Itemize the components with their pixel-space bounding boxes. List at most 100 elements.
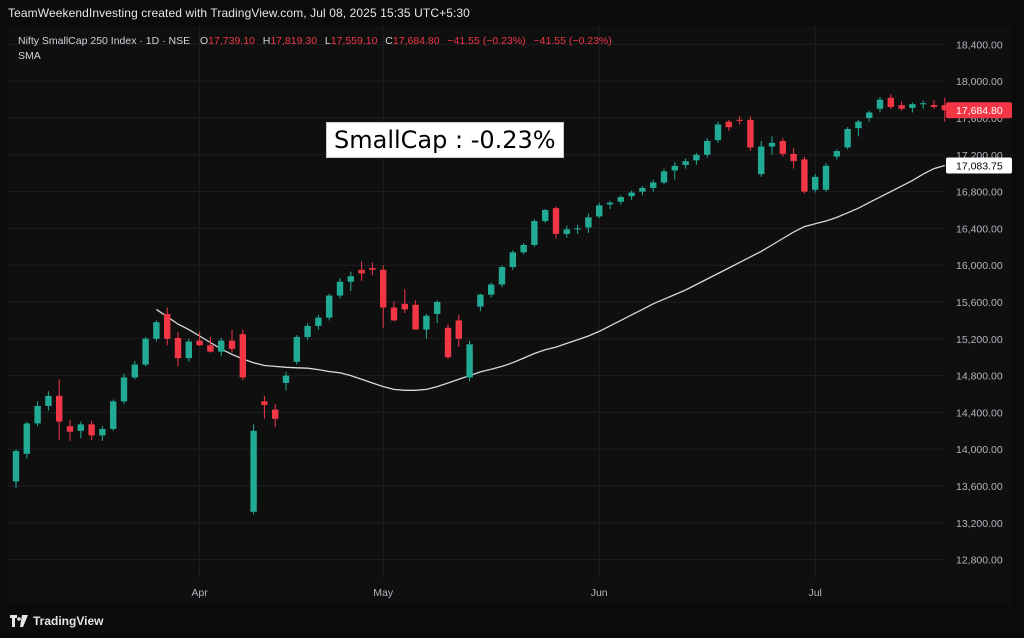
- candle-body: [833, 151, 840, 157]
- candle-body: [779, 141, 786, 154]
- x-tick-label: Jul: [808, 587, 821, 599]
- candle-body: [930, 105, 938, 107]
- candle-body: [390, 307, 398, 321]
- candle-body: [596, 205, 603, 217]
- candle-body: [153, 322, 160, 339]
- candle-body: [45, 395, 52, 406]
- close-label: C: [385, 35, 393, 47]
- candle-body: [520, 244, 527, 253]
- low-label: L: [324, 35, 331, 47]
- candle-body: [574, 228, 581, 230]
- price-label-box: [946, 102, 1012, 119]
- candle-body: [758, 146, 765, 175]
- candle-body: [412, 304, 419, 330]
- candle-body: [844, 129, 851, 148]
- close-value: 17,684.80: [392, 35, 440, 47]
- candle-body: [714, 124, 722, 141]
- candle-body: [239, 334, 246, 378]
- candle-body: [747, 119, 754, 148]
- change-value: −41.55 (−0.23%): [447, 35, 526, 47]
- candle-body: [66, 426, 74, 432]
- candle-body: [56, 395, 63, 422]
- ohlc-legend: Nifty SmallCap 250 Index · 1D · NSE O17,…: [18, 35, 612, 47]
- low-value: 17,559.10: [330, 35, 378, 47]
- sma-label-box: [946, 157, 1012, 174]
- y-tick-label: 16,000.00: [956, 260, 1003, 272]
- candle-body: [455, 320, 462, 339]
- candle-body: [725, 121, 732, 128]
- candle-body: [822, 165, 830, 190]
- y-tick-label: 13,600.00: [956, 481, 1003, 493]
- candle-body: [855, 121, 862, 129]
- candle-body: [628, 192, 635, 197]
- candle-body: [542, 210, 549, 222]
- candle-body: [164, 313, 171, 339]
- candle-body: [401, 303, 408, 310]
- candle-body: [801, 159, 808, 192]
- candle-body: [639, 187, 646, 192]
- candle-body: [909, 104, 916, 108]
- candle-body: [261, 401, 268, 406]
- y-tick-label: 15,600.00: [956, 297, 1003, 309]
- candle-body: [77, 424, 84, 431]
- brand-name: TradingView: [33, 614, 104, 628]
- candle-body: [477, 294, 484, 307]
- candle-body: [444, 327, 452, 358]
- y-tick-label: 18,000.00: [956, 76, 1003, 88]
- y-tick-label: 18,400.00: [956, 39, 1003, 51]
- candle-body: [866, 112, 873, 118]
- tradingview-logo-icon: [10, 615, 28, 627]
- candle-body: [358, 269, 365, 274]
- candle-body: [315, 317, 322, 326]
- candle-body: [650, 182, 657, 188]
- price-label: 17,684.80: [956, 105, 1003, 117]
- candle-body: [207, 345, 214, 352]
- candle-body: [693, 154, 700, 161]
- candle-body: [23, 423, 30, 454]
- candle-body: [12, 451, 20, 482]
- high-value: 17,819.30: [270, 35, 318, 47]
- tradingview-brand[interactable]: TradingView: [10, 614, 103, 628]
- candle-body: [293, 336, 300, 362]
- sma-line: [156, 164, 945, 391]
- candle-body: [88, 424, 95, 436]
- candle-body: [110, 401, 117, 429]
- candle-body: [174, 337, 182, 359]
- open-value: 17,739.10: [208, 35, 255, 47]
- candle-body: [34, 405, 41, 424]
- candle-body: [434, 302, 441, 314]
- candle-body: [606, 202, 614, 205]
- change-value-secondary: −41.55 (−0.23%): [533, 35, 612, 47]
- candle-body: [563, 229, 570, 234]
- candle-body: [142, 338, 149, 365]
- y-tick-label: 13,200.00: [956, 518, 1003, 530]
- candle-body: [617, 197, 624, 202]
- candle-body: [498, 267, 506, 285]
- x-tick-label: Jun: [591, 587, 608, 599]
- candle-body: [552, 208, 560, 234]
- candle-body: [887, 97, 894, 107]
- candle-body: [790, 153, 797, 162]
- candle-body: [920, 103, 927, 105]
- candle-body: [185, 341, 192, 359]
- sma-indicator-label[interactable]: SMA: [18, 50, 41, 62]
- y-tick-label: 12,800.00: [956, 555, 1003, 567]
- candle-body: [196, 340, 203, 346]
- candle-body: [423, 315, 430, 330]
- candle-body: [660, 171, 668, 183]
- annotation-box: SmallCap : -0.23%: [326, 122, 564, 158]
- high-label: H: [262, 35, 271, 47]
- candle-body: [488, 284, 495, 295]
- candle-body: [99, 428, 106, 436]
- candle-body: [336, 281, 344, 296]
- candle-body: [120, 377, 128, 402]
- candle-body: [131, 364, 138, 378]
- symbol-label[interactable]: Nifty SmallCap 250 Index · 1D · NSE: [18, 35, 191, 47]
- candle-body: [898, 105, 905, 109]
- candle-body: [736, 119, 743, 121]
- candle-body: [380, 269, 387, 308]
- candle-body: [671, 165, 678, 171]
- y-tick-label: 14,400.00: [956, 407, 1003, 419]
- candle-body: [218, 340, 225, 352]
